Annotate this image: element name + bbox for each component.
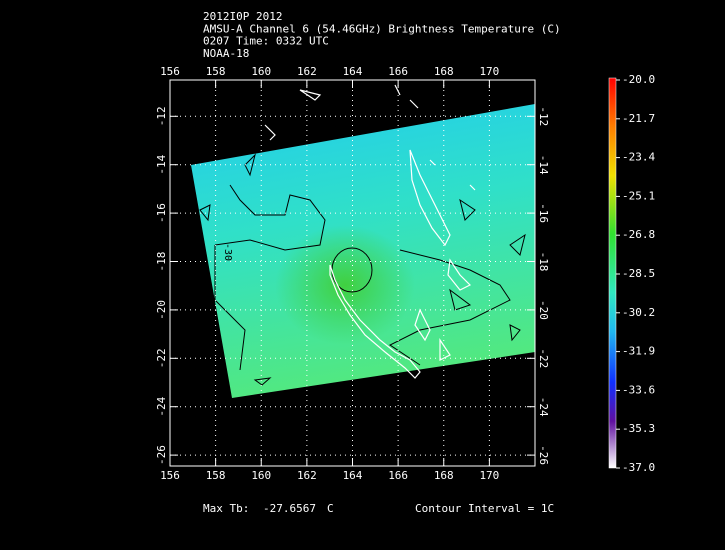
colorbar-label: -37.0 bbox=[622, 461, 655, 474]
warm-area bbox=[275, 225, 415, 345]
colorbar-label: -28.5 bbox=[622, 267, 655, 280]
colorbar-label: -23.4 bbox=[622, 151, 655, 164]
contour-label: -30 bbox=[222, 243, 233, 261]
y-tick-label: -22 bbox=[155, 348, 168, 368]
x-tick-label: 170 bbox=[479, 469, 499, 482]
contour bbox=[199, 153, 526, 386]
x-tick-label: 158 bbox=[206, 469, 226, 482]
x-tick-label: 156 bbox=[160, 65, 180, 78]
x-tick-label: 164 bbox=[343, 469, 363, 482]
colorbar bbox=[608, 77, 617, 469]
x-tick-label: 166 bbox=[388, 65, 408, 78]
contour bbox=[214, 184, 326, 251]
colorbar-label: -30.2 bbox=[622, 306, 655, 319]
x-tick-label: 160 bbox=[251, 65, 271, 78]
y-tick-label: -14 bbox=[155, 154, 168, 174]
axes: 156 156 158 158 160 160 162 162 164 164 166 166 168 1… bbox=[155, 65, 550, 482]
header-line: AMSU-A Channel 6 (54.46GHz) Brightness T… bbox=[203, 22, 561, 35]
x-tick-label: 168 bbox=[434, 469, 454, 482]
y-tick-label: -24 bbox=[537, 397, 550, 417]
colorbar-label: -35.3 bbox=[622, 422, 655, 435]
y-tick-label: -16 bbox=[537, 203, 550, 223]
colorbar-ticks: -20.0 -21.7 -23.4 -25.1 -26.8 -28.5 -30.2 -31.9… bbox=[616, 73, 655, 474]
max-unit: C bbox=[327, 502, 334, 515]
colorbar-label: -33.6 bbox=[622, 383, 655, 396]
y-tick-label: -26 bbox=[155, 445, 168, 465]
x-tick-label: 160 bbox=[251, 469, 271, 482]
header-line: NOAA-18 bbox=[203, 47, 249, 60]
coast bbox=[409, 149, 451, 247]
colorbar-label: -26.8 bbox=[622, 228, 655, 241]
x-tick-label: 164 bbox=[343, 65, 363, 78]
colorbar-label: -20.0 bbox=[622, 73, 655, 86]
contour-interval: Contour Interval = 1C bbox=[415, 502, 554, 515]
x-tick-label: 156 bbox=[160, 469, 180, 482]
y-tick-label: -24 bbox=[155, 396, 168, 416]
x-tick-label: 162 bbox=[297, 65, 317, 78]
y-tick-label: -16 bbox=[155, 203, 168, 223]
y-tick-label: -12 bbox=[537, 106, 550, 126]
x-tick-label: 168 bbox=[434, 65, 454, 78]
y-tick-label: -20 bbox=[155, 300, 168, 320]
x-tick-label: 170 bbox=[479, 65, 499, 78]
x-tick-label: 162 bbox=[297, 469, 317, 482]
y-tick-label: -12 bbox=[155, 106, 168, 126]
colorbar-label: -21.7 bbox=[622, 112, 655, 125]
header-line: 0207 Time: 0332 UTC bbox=[203, 35, 329, 48]
y-tick-label: -18 bbox=[537, 252, 550, 272]
max-label: Max Tb: bbox=[203, 502, 249, 515]
colorbar-label: -25.1 bbox=[622, 189, 655, 202]
max-value: -27.6567 bbox=[263, 502, 316, 515]
coast bbox=[414, 258, 472, 361]
colorbar-label: -31.9 bbox=[622, 345, 655, 358]
contour bbox=[214, 245, 246, 371]
y-tick-label: -22 bbox=[537, 348, 550, 368]
x-tick-label: 166 bbox=[388, 469, 408, 482]
coast bbox=[264, 84, 476, 191]
x-tick-label: 158 bbox=[206, 65, 226, 78]
y-tick-label: -14 bbox=[537, 155, 550, 175]
y-tick-label: -18 bbox=[155, 252, 168, 272]
header-line: 2012I0P 2012 bbox=[203, 10, 282, 23]
y-tick-label: -20 bbox=[537, 300, 550, 320]
y-tick-label: -26 bbox=[537, 445, 550, 465]
